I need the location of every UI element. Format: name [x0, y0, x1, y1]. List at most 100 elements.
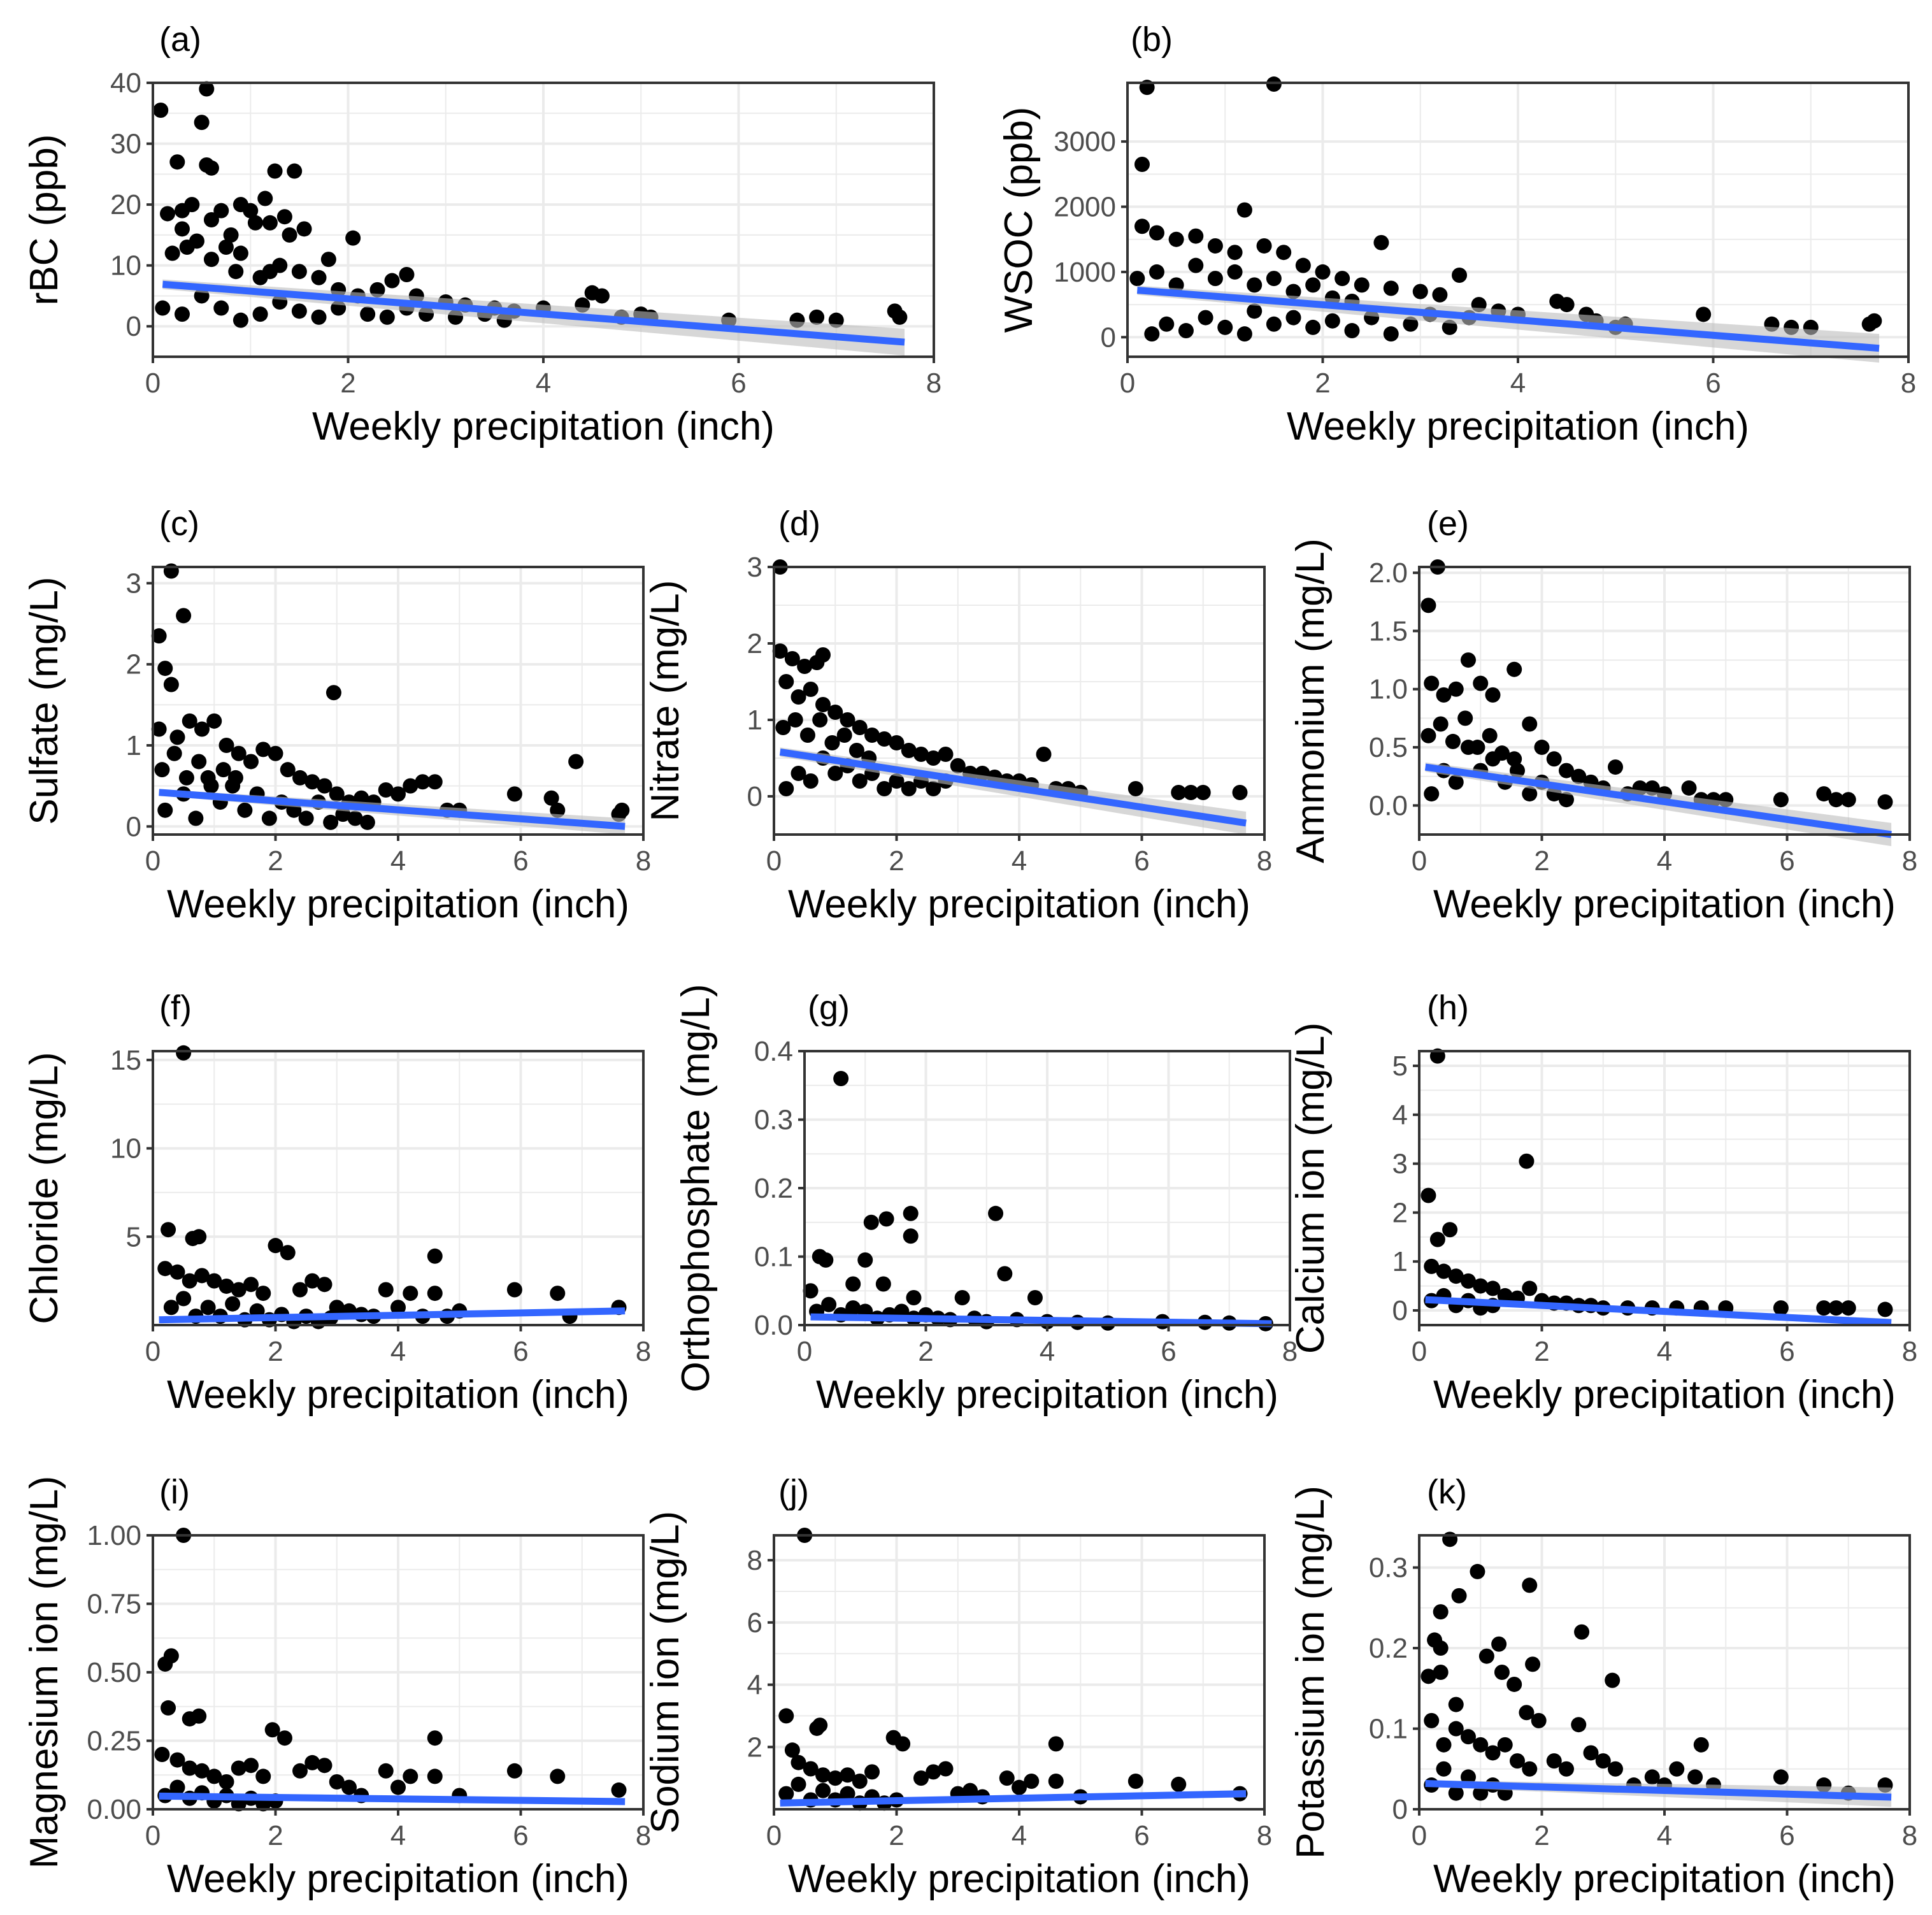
data-point: [268, 745, 283, 761]
data-point: [390, 1779, 406, 1795]
data-point: [954, 1290, 970, 1305]
y-tick-label: 0.25: [87, 1726, 141, 1757]
data-point: [1048, 1774, 1064, 1789]
data-point: [999, 1770, 1015, 1786]
data-point: [845, 1276, 861, 1292]
data-point: [778, 1786, 794, 1802]
data-point: [203, 778, 219, 794]
data-point: [1608, 1761, 1623, 1777]
data-point: [243, 754, 259, 770]
y-tick-label: 0: [1392, 1295, 1408, 1326]
data-point: [282, 227, 297, 243]
data-point: [1457, 710, 1473, 726]
data-point: [323, 814, 339, 830]
y-tick-label: 0.0: [754, 1310, 793, 1341]
data-point: [215, 762, 231, 778]
data-point: [1877, 794, 1893, 810]
data-point: [997, 1266, 1013, 1282]
data-point: [257, 190, 273, 206]
y-tick-label: 0.2: [1369, 1633, 1408, 1664]
data-point: [1522, 1761, 1538, 1777]
data-point: [427, 1286, 443, 1302]
data-point: [1519, 1705, 1535, 1721]
x-tick-label: 6: [1705, 368, 1721, 399]
data-point: [1171, 785, 1187, 800]
data-point: [304, 1754, 320, 1770]
data-point: [1420, 1668, 1436, 1684]
x-tick-label: 8: [926, 368, 941, 399]
data-point: [360, 306, 376, 322]
x-tick-label: 8: [636, 1336, 651, 1367]
y-tick-label: 0.50: [87, 1657, 141, 1688]
data-point: [243, 1758, 259, 1774]
data-point: [1519, 1153, 1535, 1169]
data-point: [1608, 759, 1623, 775]
data-point: [233, 245, 248, 261]
data-point: [1485, 1280, 1501, 1296]
data-point: [1198, 310, 1213, 326]
data-point: [1266, 316, 1282, 332]
data-point: [378, 1282, 394, 1298]
data-point: [803, 682, 819, 697]
data-point: [824, 735, 840, 750]
x-tick-label: 0: [797, 1336, 812, 1367]
data-point: [1383, 280, 1399, 296]
data-point: [903, 1205, 919, 1221]
x-tick-label: 0: [1412, 845, 1427, 877]
data-point: [1424, 675, 1440, 691]
data-point: [237, 802, 253, 818]
data-point: [206, 1273, 222, 1289]
x-tick-label: 2: [268, 845, 283, 877]
data-point: [818, 1252, 834, 1268]
data-point: [415, 774, 431, 790]
fit-line: [1425, 1296, 1892, 1326]
data-point: [848, 743, 864, 758]
fit-line: [1136, 287, 1880, 352]
data-point: [778, 674, 794, 689]
data-point: [169, 1779, 185, 1795]
data-point: [191, 1229, 207, 1245]
data-point: [1828, 1300, 1844, 1316]
panel-k: 0 2 4 6 8 0 0.1 0.2 0.3 Weekly precipitation (inc…: [1289, 1473, 1917, 1901]
y-tick-label: 15: [110, 1045, 141, 1076]
data-point: [614, 802, 630, 818]
data-point: [1227, 264, 1243, 280]
x-tick-label: 4: [390, 1820, 406, 1851]
data-point: [163, 1648, 179, 1664]
data-point: [1574, 1624, 1590, 1640]
x-tick-label: 0: [1120, 368, 1135, 399]
data-point: [267, 163, 283, 179]
data-point: [161, 1222, 176, 1238]
y-tick-label: 5: [126, 1221, 141, 1252]
data-point: [199, 81, 215, 97]
data-point: [218, 240, 234, 255]
data-point: [1305, 319, 1321, 335]
data-point: [151, 721, 167, 737]
data-point: [403, 1286, 419, 1302]
data-point: [1522, 1577, 1538, 1593]
panel-b: 0 2 4 6 8 0 1000 2000 3000 Weekly precipitation (…: [997, 20, 1916, 448]
x-tick-label: 2: [340, 368, 355, 399]
data-point: [291, 264, 307, 280]
y-tick-label: 3000: [1054, 126, 1116, 157]
data-point: [877, 781, 892, 796]
data-point: [1433, 716, 1449, 732]
y-tick-label: 4: [747, 1670, 762, 1701]
data-point: [255, 1768, 271, 1784]
data-point: [347, 810, 363, 826]
x-tick-label: 8: [1902, 845, 1917, 877]
x-tick-label: 2: [918, 1336, 933, 1367]
data-point: [206, 713, 222, 729]
x-tick-label: 6: [1161, 1336, 1176, 1367]
data-point: [280, 1245, 296, 1261]
data-point: [901, 743, 917, 758]
data-point: [1168, 231, 1184, 247]
x-axis-title: Weekly precipitation (inch): [167, 1373, 629, 1417]
data-point: [1344, 323, 1360, 339]
data-point: [1497, 1287, 1513, 1303]
data-point: [1546, 1753, 1562, 1769]
data-point: [169, 1752, 185, 1768]
data-point: [169, 729, 185, 745]
data-point: [194, 115, 210, 131]
x-tick-label: 4: [1040, 1336, 1055, 1367]
